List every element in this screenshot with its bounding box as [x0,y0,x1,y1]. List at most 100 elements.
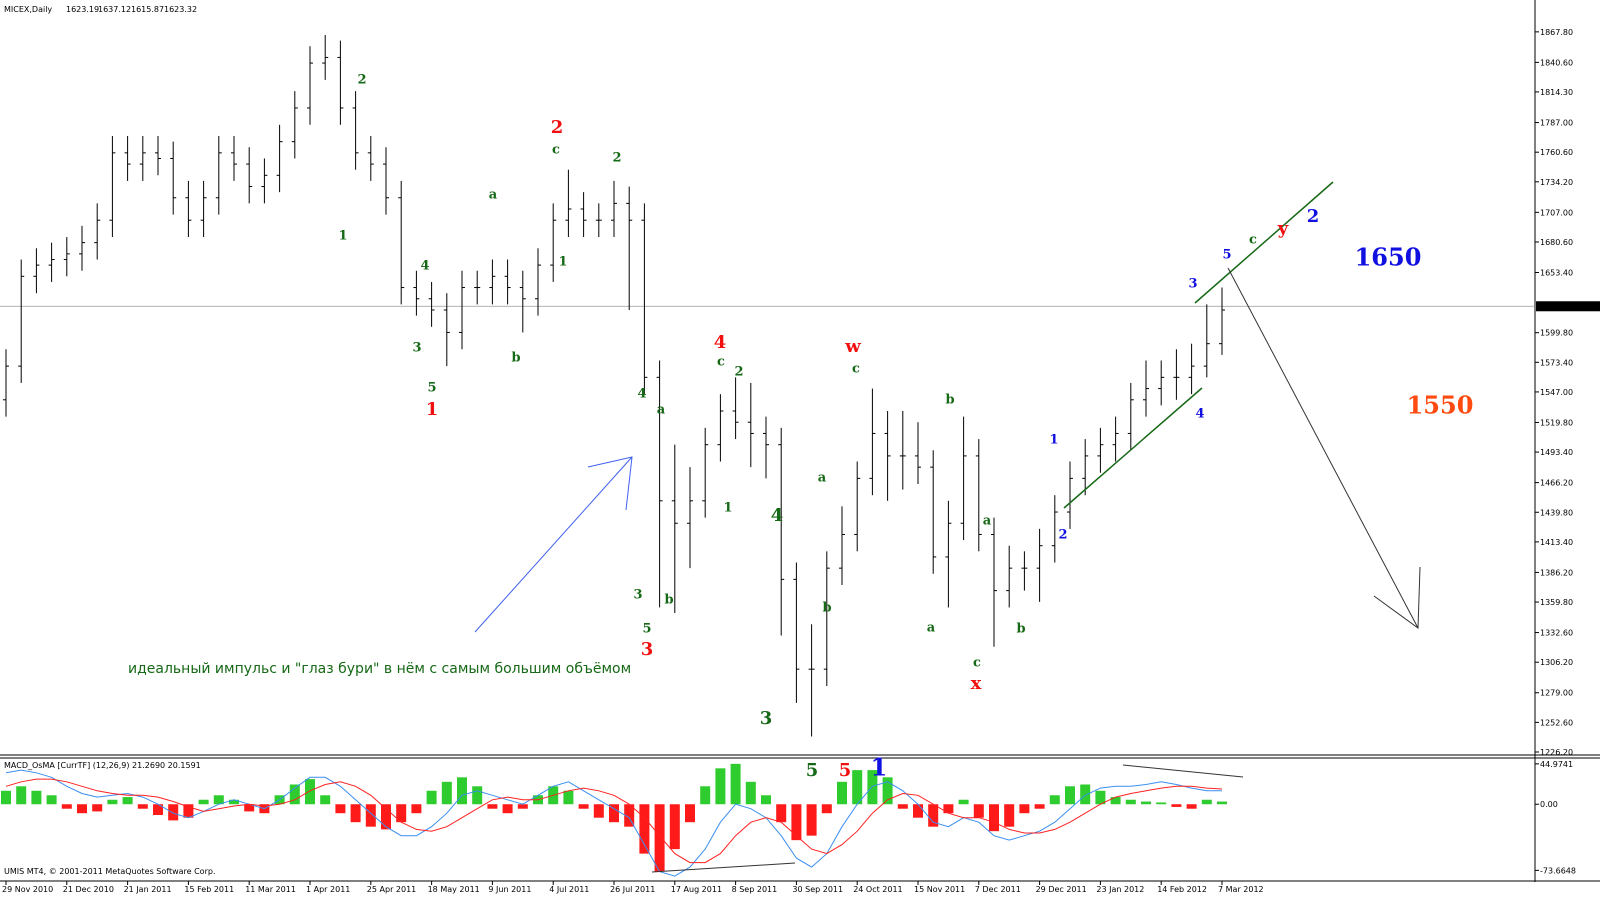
current-price-box [1536,301,1600,312]
wave-label: a [489,188,498,203]
y-tick-label: 1359.80 [1540,598,1573,607]
arrow-head [1373,566,1421,629]
x-tick-label: 29 Dec 2011 [1036,885,1087,894]
target-label: 1550 [1407,391,1474,420]
histogram-bar [1034,804,1045,809]
x-tick-label: 1 Apr 2011 [306,885,350,894]
wave-label: 5 [427,381,436,396]
histogram-bar [289,784,300,805]
wave-label: 2 [551,117,564,138]
x-tick-label: 11 Mar 2011 [245,885,296,894]
histogram-bar [867,770,878,805]
target-label: 1650 [1355,243,1422,272]
histogram-bar [92,804,103,812]
histogram-bar [700,786,711,805]
x-tick-label: 24 Oct 2011 [853,885,902,894]
histogram-bar [958,799,969,805]
x-tick-label: 14 Feb 2012 [1157,885,1207,894]
wave-label: b [511,351,520,366]
wave-label: c [552,143,560,158]
y-tick-label: 1252.60 [1540,718,1573,727]
histogram-bar [745,781,756,805]
histogram-bar [213,795,224,805]
histogram-bar [244,804,255,812]
histogram-bar [609,804,619,823]
histogram-bar [1156,802,1167,805]
y-tick-label: 1493.40 [1540,448,1573,457]
x-tick-label: 26 Jul 2011 [610,885,655,894]
y-tick-label: 1599.80 [1540,329,1573,338]
histogram-bar [16,786,27,805]
histogram-bar [821,804,832,814]
y-tick-label: 1787.00 [1540,119,1573,128]
histogram-bar [1095,790,1106,805]
wave-label: 2 [612,151,621,166]
histogram-bar [335,804,346,814]
drawings [474,181,1421,873]
x-tick-label: 8 Sep 2011 [732,885,778,894]
wave-label: c [973,656,981,671]
x-tick-label: 29 Nov 2010 [2,885,53,894]
arrow-head [587,456,633,511]
wave-label: 2 [1058,528,1067,543]
histogram-bar [563,790,574,805]
histogram-bar [441,781,452,805]
histogram-bar [1019,804,1030,814]
histogram-bar [472,786,483,805]
x-tick-label: 7 Dec 2011 [975,885,1021,894]
header-value: 1615.87 [131,5,164,14]
y-tick-label: 1466.20 [1540,479,1573,488]
wave-label: 1 [871,753,888,782]
histogram-bar [578,804,589,809]
wave-label: y [1277,218,1289,239]
histogram-bar [852,770,863,805]
wave-label: 4 [637,387,646,402]
wave-label: 3 [641,639,654,660]
histogram-bar [396,804,407,823]
trend-line [1063,387,1203,509]
histogram-bar [320,795,331,805]
wave-label: 2 [734,365,743,380]
wave-label: b [664,593,673,608]
y-tick-label: 1680.60 [1540,238,1573,247]
histogram-bar [761,795,771,805]
x-tick-label: 17 Aug 2011 [671,885,722,894]
histogram-bar [1110,797,1121,805]
x-tick-label: 9 Jun 2011 [488,885,531,894]
histogram-bar [502,804,513,814]
wave-label: 2 [357,73,366,88]
wave-label: 4 [771,505,784,526]
x-tick-label: 30 Sep 2011 [792,885,843,894]
y-tick-label: 1867.80 [1540,28,1573,37]
histogram-bar [229,799,239,805]
y-tick-label: 1547.00 [1540,388,1573,397]
chart-title: MICEX,Daily [4,5,52,14]
caption: идеальный импульс и "глаз бури" в нём с … [128,661,631,677]
histogram-bar [654,804,665,872]
wave-label: 1 [426,399,439,420]
y-tick-label: 1840.60 [1540,58,1573,67]
histogram-bar [198,799,209,805]
histogram-bar [487,804,498,809]
histogram-bar [46,795,57,805]
wave-label: 3 [1188,277,1197,292]
x-tick-label: 23 Jan 2012 [1096,885,1144,894]
footer: UMIS MT4, © 2001-2011 MetaQuotes Softwar… [4,867,216,876]
histogram-bar [426,790,437,805]
histogram-bar [517,804,528,809]
indicator-title: MACD_OsMA [CurrTF] (12,26,9) 21.2690 20.… [4,761,201,770]
wave-label: a [657,403,666,418]
header-value: 1623.19 [66,5,99,14]
wave-label: c [1249,233,1257,248]
x-tick-label: 7 Mar 2012 [1218,885,1264,894]
current-price-label: 1623.32 [1539,302,1572,311]
wave-label: 4 [420,259,429,274]
macd-line [5,769,1222,877]
wave-label: 1 [558,255,567,270]
y-tick-label: 0.00 [1540,800,1558,809]
y-tick-label: 1707.00 [1540,208,1573,217]
wave-label: 5 [806,760,819,781]
histogram-bar [122,797,133,805]
histogram-bar [685,804,695,823]
